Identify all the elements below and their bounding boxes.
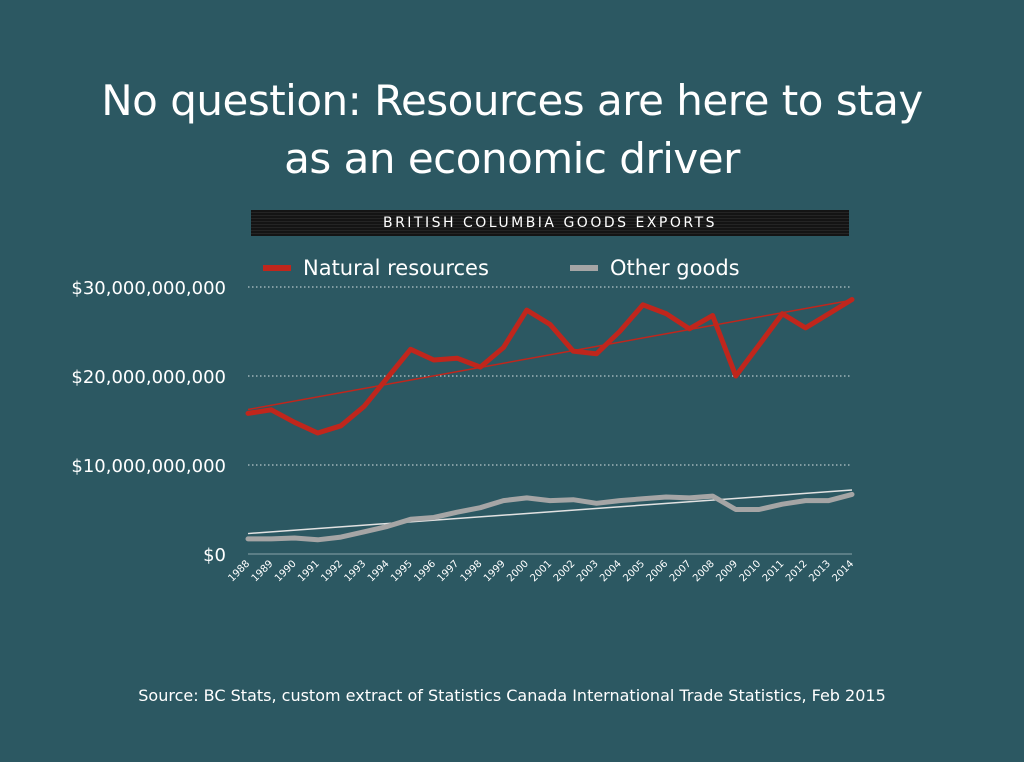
legend-label: Natural resources	[303, 256, 489, 280]
x-tick-label: 1997	[436, 558, 462, 584]
x-tick-label: 2001	[528, 558, 554, 584]
y-tick-label: $0	[203, 545, 226, 566]
slide-title-line-2: as an economic driver	[284, 134, 740, 183]
x-tick-label: 1994	[366, 558, 392, 584]
y-tick-label: $20,000,000,000	[71, 367, 226, 388]
chart-gridlines	[248, 286, 852, 555]
x-tick-label: 1989	[250, 558, 276, 584]
x-tick-label: 1991	[296, 558, 322, 584]
trendline	[247, 489, 853, 535]
x-tick-label: 2008	[691, 558, 717, 584]
x-tick-label: 2009	[714, 558, 740, 584]
x-tick-label: 2000	[505, 558, 531, 584]
x-tick-label: 2010	[738, 558, 764, 584]
source-note: Source: BC Stats, custom extract of Stat…	[138, 686, 886, 705]
x-tick-label: 2011	[761, 558, 787, 584]
chart-title-banner: BRITISH COLUMBIA GOODS EXPORTS	[251, 210, 849, 236]
x-tick-label: 1988	[226, 558, 252, 584]
series-line	[245, 491, 855, 543]
legend-label: Other goods	[610, 256, 740, 280]
x-tick-label: 1993	[343, 558, 369, 584]
x-tick-label: 2014	[830, 558, 856, 584]
x-tick-label: 1998	[459, 558, 485, 584]
x-tick-label: 2013	[807, 558, 833, 584]
x-tick-label: 2002	[552, 558, 578, 584]
series-line	[245, 297, 855, 436]
x-tick-label: 1999	[482, 558, 508, 584]
chart-legend: Natural resources Other goods	[263, 256, 740, 280]
y-tick-label: $30,000,000,000	[71, 278, 226, 299]
x-tick-label: 1996	[412, 558, 438, 584]
x-tick-label: 1995	[389, 558, 415, 584]
x-tick-label: 2005	[621, 558, 647, 584]
data-series	[245, 297, 855, 543]
x-tick-label: 1990	[273, 558, 299, 584]
x-tick-label: 2012	[784, 558, 810, 584]
trend-lines	[247, 299, 853, 535]
x-tick-label: 1992	[319, 558, 345, 584]
y-axis: $0 $10,000,000,000 $20,000,000,000 $30,000,…	[71, 278, 226, 566]
x-axis: 1988198919901991199219931994199519961997…	[226, 558, 856, 584]
x-tick-label: 2007	[668, 558, 694, 584]
slide-title-line-1: No question: Resources are here to stay	[101, 76, 923, 125]
trendline	[247, 299, 853, 411]
x-tick-label: 2004	[598, 558, 624, 584]
x-tick-label: 2003	[575, 558, 601, 584]
y-tick-label: $10,000,000,000	[71, 456, 226, 477]
slide-title: No question: Resources are here to stay …	[0, 72, 1024, 188]
x-tick-label: 2006	[645, 558, 671, 584]
